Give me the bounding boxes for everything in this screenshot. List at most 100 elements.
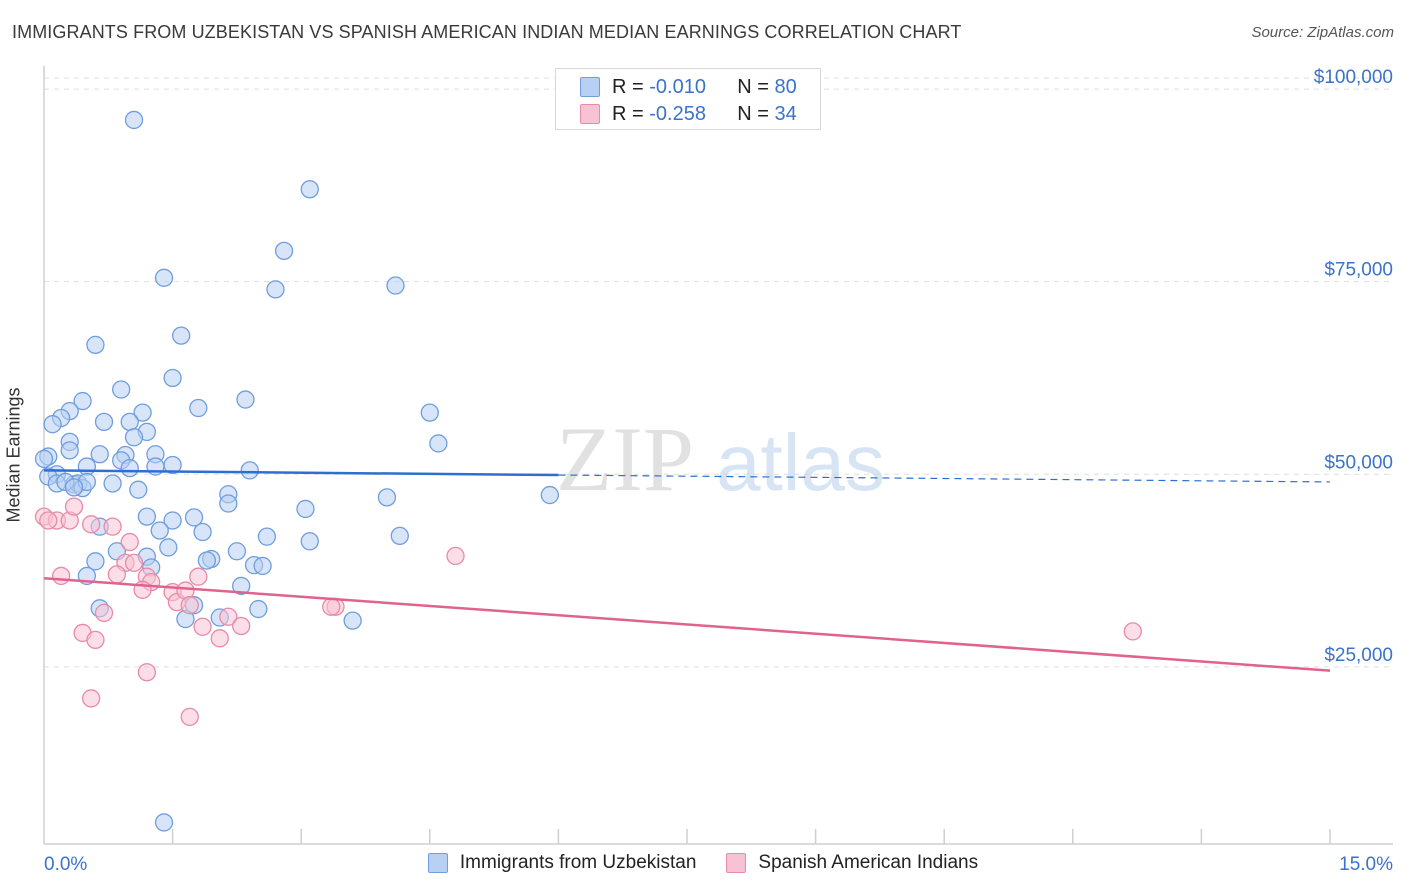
uzbekistan-point [163, 368, 182, 388]
spanish-american-indian-point [120, 532, 139, 552]
uzbekistan-trend-line-extrapolated [558, 474, 1331, 483]
uzbekistan-point [159, 538, 178, 557]
y-axis-label: Median Earnings [3, 387, 24, 523]
series-legend-item-uzbekistan: Immigrants from Uzbekistan [427, 852, 696, 874]
uzbekistan-point [274, 241, 294, 261]
uzbekistan-point [154, 813, 174, 832]
uzbekistan-point [73, 391, 92, 411]
data-points [34, 110, 1142, 832]
uzbekistan-point [189, 398, 208, 418]
correlation-legend: R = -0.010 N = 80 R = -0.258 N = 34 [555, 68, 821, 130]
spanish-american-indian-point [322, 597, 341, 616]
uzbekistan-point [120, 412, 139, 432]
uzbekistan-point [266, 280, 285, 299]
uzbekistan-point [60, 441, 79, 460]
uzbekistan-point [124, 110, 144, 130]
uzbekistan-point [296, 499, 315, 519]
uzbekistan-point [257, 527, 277, 546]
spanish-american-indian-point [219, 607, 238, 626]
legend-row-uzbekistan: R = -0.010 N = 80 [580, 74, 797, 100]
chart-title: IMMIGRANTS FROM UZBEKISTAN VS SPANISH AM… [12, 22, 962, 42]
uzbekistan-point [219, 494, 238, 513]
uzbekistan-point [112, 380, 131, 399]
legend-n-value: 80 [774, 75, 797, 98]
y-tick-label: $75,000 [1324, 260, 1393, 281]
watermark-atlas: atlas [716, 418, 885, 507]
spanish-american-indian-point [137, 663, 157, 682]
legend-swatch-blue [580, 77, 600, 97]
series-legend: Immigrants from Uzbekistan Spanish Ameri… [0, 852, 1406, 874]
spanish-american-indian-point [446, 546, 465, 566]
spanish-american-indian-point [82, 689, 101, 708]
uzbekistan-point [420, 403, 439, 422]
uzbekistan-point [240, 461, 259, 480]
uzbekistan-point [163, 511, 182, 530]
y-tick-label: $50,000 [1324, 452, 1393, 473]
legend-r-label: R = [612, 75, 650, 98]
spanish-american-indian-point [39, 511, 58, 530]
uzbekistan-point [77, 457, 97, 476]
spanish-american-indian-point [107, 565, 127, 584]
tick-labels: $25,000 $50,000 $75,000 $100,000 0.0% 15.0% [44, 67, 1393, 875]
uzbekistan-point [86, 552, 105, 571]
spanish-american-indian-point [180, 707, 199, 727]
spanish-american-indian-point [86, 630, 105, 650]
uzbekistan-point [150, 521, 169, 540]
spanish-american-indian-point [124, 553, 144, 572]
uzbekistan-point [236, 390, 255, 409]
uzbekistan-point [124, 428, 144, 447]
uzbekistan-point [129, 480, 148, 499]
uzbekistan-point [540, 485, 559, 505]
uzbekistan-point [43, 415, 62, 434]
uzbekistan-point [249, 599, 268, 619]
uzbekistan-point [64, 478, 84, 497]
watermark: ZIP atlas [556, 408, 885, 510]
spanish-american-indian-trend-line [43, 577, 1331, 672]
uzbekistan-point [90, 445, 109, 464]
uzbekistan-point [94, 412, 114, 432]
series-legend-swatch-blue [427, 853, 448, 873]
legend-n-label: N = [737, 102, 775, 125]
spanish-american-indian-point [189, 567, 208, 586]
uzbekistan-point [154, 268, 174, 287]
uzbekistan-point [137, 507, 157, 526]
legend-r-label: R = [612, 102, 650, 125]
uzbekistan-point [253, 556, 272, 576]
series-legend-label: Spanish American Indians [758, 852, 979, 873]
spanish-american-indian-point [193, 617, 212, 636]
y-tick-label: $25,000 [1324, 645, 1393, 666]
spanish-american-indian-point [94, 603, 114, 623]
uzbekistan-point [232, 576, 251, 596]
uzbekistan-point [429, 434, 448, 453]
legend-swatch-pink [580, 104, 600, 124]
uzbekistan-point [377, 488, 397, 507]
uzbekistan-point [386, 276, 405, 295]
uzbekistan-point [197, 551, 217, 570]
legend-r-value: -0.010 [649, 75, 706, 98]
legend-n-label: N = [737, 75, 775, 98]
uzbekistan-point [300, 180, 319, 199]
x-tick-label: 0.0% [44, 854, 87, 875]
uzbekistan-point [390, 526, 409, 546]
uzbekistan-point [184, 508, 204, 527]
series-legend-item-spanish-american-indian: Spanish American Indians [726, 852, 978, 874]
watermark-zip: ZIP [556, 408, 694, 510]
spanish-american-indian-point [51, 566, 71, 586]
uzbekistan-point [103, 474, 122, 493]
y-tick-label: $100,000 [1314, 67, 1393, 88]
trend-lines [43, 469, 1331, 672]
uzbekistan-point [193, 522, 212, 542]
uzbekistan-point [172, 326, 191, 345]
uzbekistan-point [34, 449, 54, 469]
legend-n-value: 34 [774, 102, 797, 125]
uzbekistan-point [86, 335, 105, 354]
uzbekistan-point [120, 458, 139, 478]
spanish-american-indian-point [232, 616, 251, 636]
series-legend-swatch-pink [726, 853, 747, 873]
uzbekistan-point [227, 542, 247, 561]
x-tick-label: 15.0% [1339, 854, 1393, 875]
spanish-american-indian-point [210, 629, 229, 648]
uzbekistan-point [133, 403, 152, 422]
legend-r-value: -0.258 [649, 102, 706, 125]
